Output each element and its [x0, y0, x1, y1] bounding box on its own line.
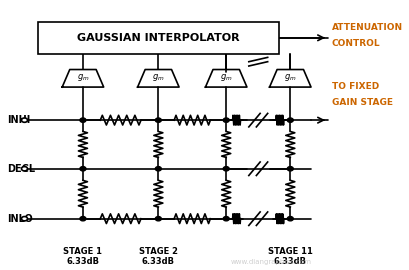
Text: INHI: INHI [7, 115, 31, 125]
Text: TO FIXED: TO FIXED [331, 82, 378, 91]
Circle shape [21, 167, 27, 171]
Circle shape [222, 118, 229, 122]
FancyBboxPatch shape [38, 22, 278, 54]
Circle shape [222, 217, 229, 221]
Text: INLO: INLO [7, 214, 33, 224]
Circle shape [80, 118, 86, 122]
Text: ATTENUATION: ATTENUATION [331, 22, 402, 32]
Text: GAIN STAGE: GAIN STAGE [331, 98, 392, 107]
Text: GAUSSIAN INTERPOLATOR: GAUSSIAN INTERPOLATOR [77, 33, 239, 43]
Circle shape [155, 118, 161, 122]
Circle shape [287, 217, 292, 221]
Text: $g_m$: $g_m$ [283, 72, 296, 83]
Text: DECL: DECL [7, 164, 36, 174]
Circle shape [155, 217, 161, 221]
Text: www.diangraphics.com: www.diangraphics.com [230, 259, 311, 265]
Text: $g_m$: $g_m$ [219, 72, 232, 83]
Text: $g_m$: $g_m$ [76, 72, 89, 83]
Text: $g_m$: $g_m$ [152, 72, 164, 83]
Circle shape [287, 118, 292, 122]
Text: CONTROL: CONTROL [331, 39, 380, 48]
Circle shape [21, 118, 27, 122]
Circle shape [21, 217, 27, 221]
Text: STAGE 2
6.33dB: STAGE 2 6.33dB [139, 247, 178, 266]
Text: STAGE 11
6.33dB: STAGE 11 6.33dB [267, 247, 312, 266]
Circle shape [287, 167, 292, 171]
Circle shape [222, 167, 229, 171]
Circle shape [155, 167, 161, 171]
Text: STAGE 1
6.33dB: STAGE 1 6.33dB [63, 247, 102, 266]
Circle shape [80, 167, 86, 171]
Circle shape [80, 217, 86, 221]
